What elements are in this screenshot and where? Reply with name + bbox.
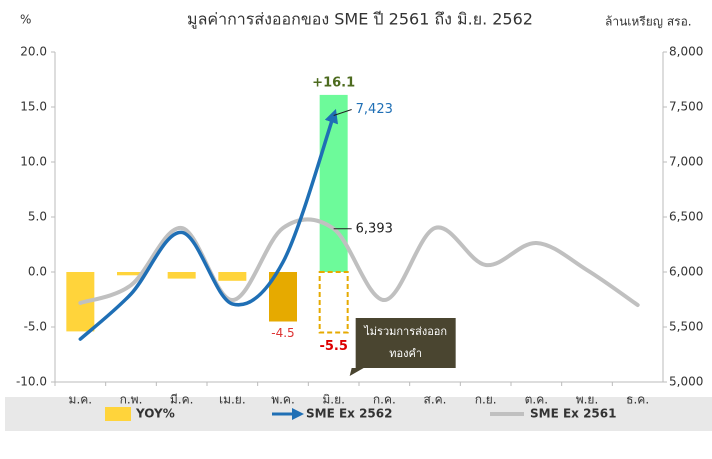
y-tick-label: 0.0 (28, 265, 47, 279)
y2-tick-label: 5,500 (669, 320, 703, 334)
y-tick-label: -5.0 (24, 320, 47, 334)
x-tick-label: มี.ค. (170, 393, 194, 407)
legend-swatch (105, 407, 131, 421)
x-tick-label: เม.ย. (219, 393, 246, 407)
bar (167, 272, 196, 279)
x-tick-label: มิ.ย. (322, 393, 345, 407)
annotation-text: ทองคำ (389, 347, 422, 360)
chart-title: มูลค่าการส่งออกของ SME ปี 2561 ถึง มิ.ย.… (187, 10, 533, 30)
x-tick-label: ธ.ค. (626, 393, 649, 407)
x-tick-label: ก.ค. (373, 393, 396, 407)
y2-tick-label: 7,000 (669, 155, 703, 169)
y2-tick-label: 6,000 (669, 265, 703, 279)
legend-label: SME Ex 2561 (530, 407, 616, 421)
data-label: 6,393 (356, 221, 393, 236)
bar (117, 272, 145, 276)
x-tick-label: ก.ย. (475, 393, 497, 407)
y-tick-label: 15.0 (20, 100, 47, 114)
y2-tick-label: 8,000 (669, 45, 703, 59)
bar (218, 272, 247, 281)
legend-label: SME Ex 2562 (306, 407, 392, 421)
y2-axis-label: ล้านเหรียญ สรอ. (605, 15, 692, 29)
y-tick-label: 10.0 (20, 155, 47, 169)
excl-gold-label: -5.5 (319, 339, 347, 354)
data-label: -4.5 (271, 326, 294, 340)
label-leader (333, 108, 352, 116)
y2-tick-label: 6,500 (669, 210, 703, 224)
y-tick-label: 20.0 (20, 45, 47, 59)
x-tick-label: ก.พ. (120, 393, 143, 407)
data-label: 7,423 (356, 102, 393, 117)
annotation-text: ไม่รวมการส่งออก (363, 325, 447, 338)
line-series (78, 108, 338, 341)
annotation-box (349, 318, 456, 376)
y2-tick-label: 5,000 (669, 375, 703, 389)
x-tick-label: ม.ค. (69, 393, 93, 407)
y-axis-label: % (20, 13, 31, 27)
data-label: +16.1 (312, 75, 355, 90)
excl-gold-bar (318, 271, 349, 334)
x-tick-label: พ.ค. (271, 393, 295, 407)
x-tick-label: ส.ค. (424, 393, 447, 407)
y-tick-label: 5.0 (28, 210, 47, 224)
y-tick-label: -10.0 (16, 375, 47, 389)
line-series (78, 217, 640, 307)
y2-tick-label: 7,500 (669, 100, 703, 114)
legend-label: YOY% (135, 407, 175, 421)
x-tick-label: พ.ย. (576, 393, 599, 407)
x-tick-label: ต.ค. (525, 393, 548, 407)
bar (319, 94, 348, 273)
